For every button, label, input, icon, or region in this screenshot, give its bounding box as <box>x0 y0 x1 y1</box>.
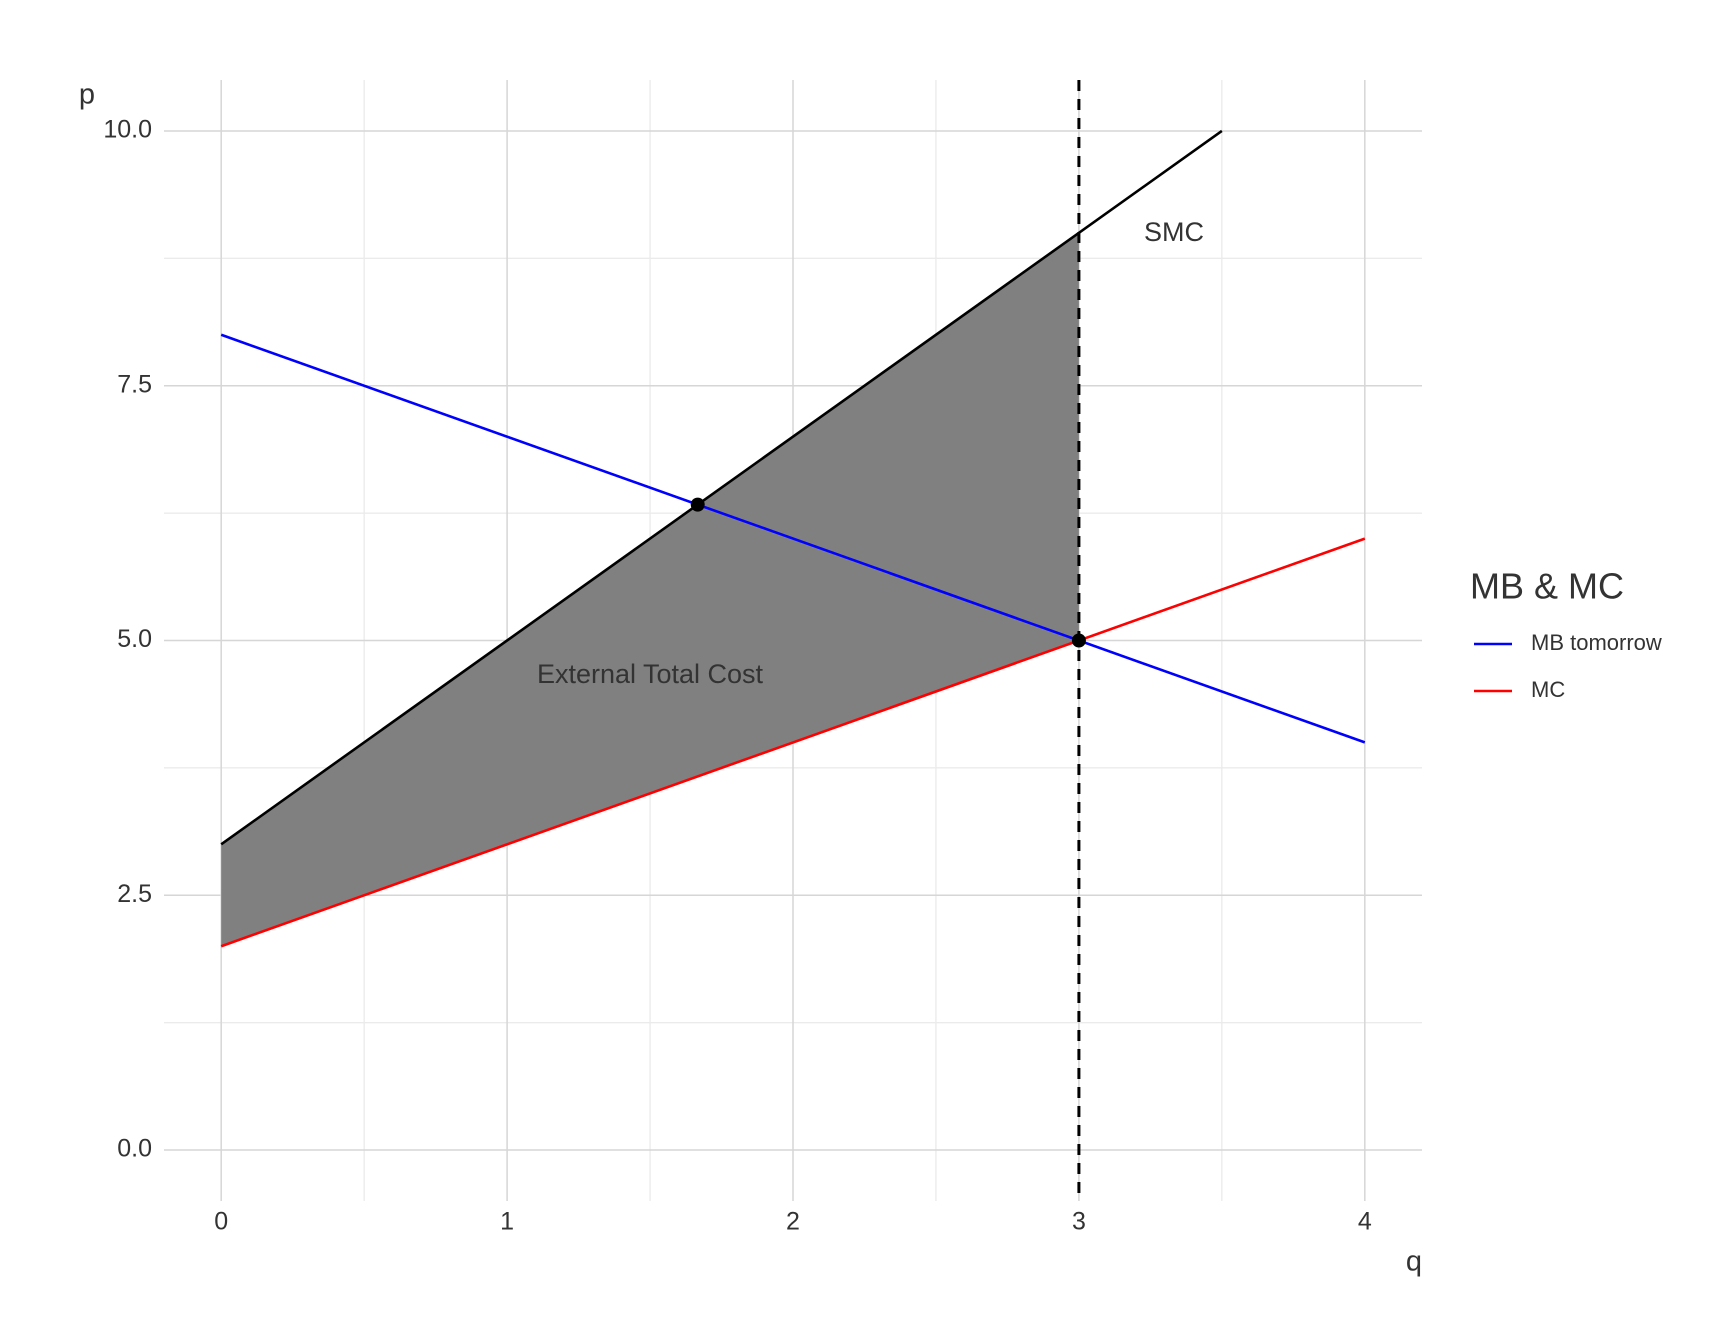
x-tick-label: 3 <box>1072 1208 1086 1236</box>
point <box>1071 633 1086 648</box>
series-line <box>220 537 1366 948</box>
annotation: SMC <box>1144 217 1204 247</box>
y-tick-label: 2.5 <box>117 880 152 908</box>
x-tick-label: 0 <box>214 1208 228 1236</box>
y-tick-label: 7.5 <box>117 370 152 398</box>
x-tick-label: 1 <box>500 1208 514 1236</box>
series-line <box>220 333 1366 744</box>
y-axis-label: p <box>79 79 95 111</box>
smc-line <box>220 129 1223 846</box>
legend-title: MB & MC <box>1470 566 1624 607</box>
y-tick-label: 0.0 <box>117 1135 152 1163</box>
y-tick-label: 5.0 <box>117 625 152 653</box>
annotation: External Total Cost <box>537 659 764 689</box>
legend-label: MB tomorrow <box>1531 630 1662 655</box>
x-axis-label: q <box>1406 1246 1422 1278</box>
x-tick-label: 4 <box>1358 1208 1372 1236</box>
point <box>690 497 705 512</box>
x-tick-label: 2 <box>786 1208 800 1236</box>
shaded-area <box>221 232 1079 947</box>
y-tick-label: 10.0 <box>103 116 152 144</box>
legend-label: MC <box>1531 677 1565 702</box>
